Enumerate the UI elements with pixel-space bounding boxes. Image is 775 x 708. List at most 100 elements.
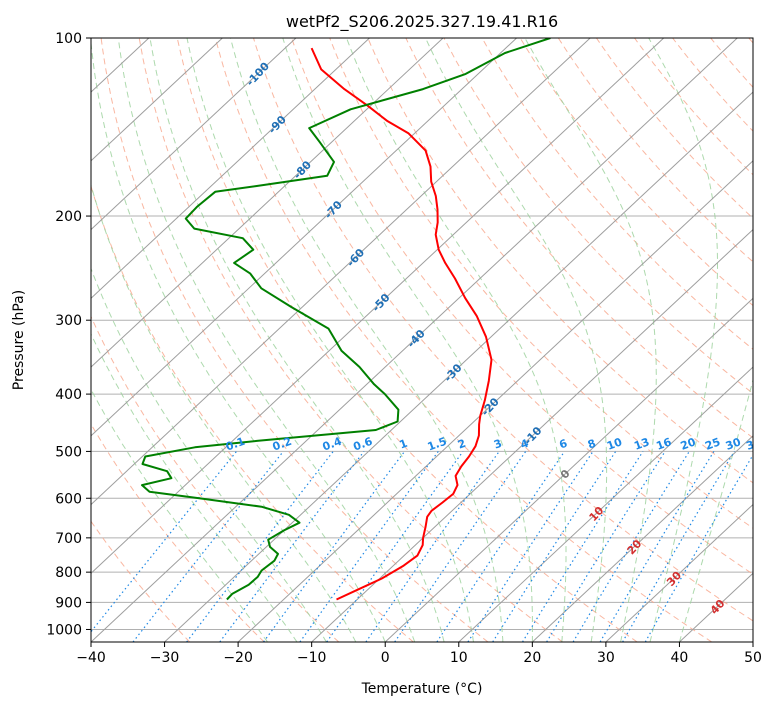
x-axis: −40 −30 −20 −10 0 10 20 30 40 50 <box>76 642 762 666</box>
plot-frame <box>90 37 754 643</box>
moist-adiabat <box>425 38 608 642</box>
mixing-ratio-line <box>219 451 365 642</box>
temperature-line <box>310 47 493 601</box>
mixing-ratio-label: 10 <box>605 435 624 453</box>
mixing-ratio-label: 0.6 <box>351 435 374 454</box>
mixing-ratio-label: 6 <box>557 437 569 452</box>
chart-title: wetPf2_S206.2025.327.19.41.R16 <box>286 12 558 32</box>
mixing-ratio-line <box>436 451 565 642</box>
dry-adiabat <box>443 38 753 395</box>
moist-adiabat <box>91 38 386 642</box>
dry-adiabat <box>329 38 753 529</box>
profile-lines <box>141 38 551 601</box>
x-tick-label: −10 <box>297 650 327 666</box>
y-tick-label: 400 <box>55 387 82 403</box>
isotherm-line <box>91 38 517 437</box>
moist-adiabat <box>282 38 533 642</box>
line-labels: 0.10.20.40.611.52346810131620253036-100-… <box>224 59 764 617</box>
mixing-ratio-line <box>91 451 237 633</box>
mixing-ratio-line <box>572 451 690 642</box>
dry-adiabat <box>214 38 713 642</box>
background-lines <box>91 38 753 642</box>
dewpoint-line <box>141 38 551 601</box>
mixing-ratio-line <box>546 451 666 642</box>
moist-adiabat <box>149 38 445 642</box>
isotherm-line <box>237 160 753 642</box>
moist-adiabat <box>117 38 416 642</box>
y-tick-label: 500 <box>55 444 82 460</box>
mixing-ratio-label: 30 <box>724 435 743 453</box>
moist-adiabat <box>346 38 567 642</box>
mixing-ratio-label: 4 <box>519 437 531 452</box>
mixing-ratio-label: 20 <box>679 435 698 453</box>
x-tick-label: 10 <box>450 650 468 666</box>
mixing-ratio-label: 16 <box>654 435 673 453</box>
mixing-ratio-line <box>132 451 284 642</box>
mixing-ratio-label: 8 <box>586 437 598 452</box>
mixing-ratio-label: 1 <box>398 437 410 452</box>
moist-adiabat <box>648 38 718 642</box>
isotherm-line <box>384 297 753 642</box>
mixing-ratio-label: 0.1 <box>224 435 247 454</box>
isotherm-line <box>91 38 297 231</box>
y-tick-label: 200 <box>55 209 82 225</box>
mixing-ratio-label: 13 <box>632 435 651 452</box>
y-tick-label: 900 <box>55 595 82 611</box>
isotherm-line <box>531 435 753 642</box>
y-axis-label: Pressure (hPa) <box>11 290 27 390</box>
x-tick-label: −20 <box>223 650 253 666</box>
mixing-ratio-line <box>326 451 464 642</box>
x-tick-label: 30 <box>597 650 615 666</box>
moist-adiabat <box>91 388 268 642</box>
mixing-ratio-line <box>492 451 617 642</box>
dry-adiabat <box>291 38 753 575</box>
mixing-ratio-label: 36 <box>745 435 764 453</box>
isotherm-line <box>91 38 591 506</box>
isotherm-line <box>311 228 753 642</box>
mixing-ratio-label: 0.4 <box>321 435 344 454</box>
mixing-ratio-line <box>365 451 500 642</box>
isotherm-line <box>91 38 665 574</box>
mixing-ratio-label: 1.5 <box>426 435 449 454</box>
x-axis-label: Temperature (°C) <box>361 681 483 697</box>
mixing-ratio-label: 3 <box>492 437 504 452</box>
dry-adiabat <box>138 38 563 642</box>
mixing-ratio-line <box>599 451 715 642</box>
x-tick-label: −40 <box>76 650 106 666</box>
isotherm-line <box>91 38 738 642</box>
mixing-ratio-label: 25 <box>703 435 722 452</box>
x-tick-label: 40 <box>671 650 689 666</box>
x-tick-label: 50 <box>744 650 762 666</box>
dry-adiabat <box>519 38 753 307</box>
isotherm-line <box>91 38 444 368</box>
dry-adiabat <box>91 520 191 642</box>
y-tick-label: 700 <box>55 531 82 547</box>
isotherm-line <box>91 38 223 162</box>
mixing-ratio-line <box>521 451 644 642</box>
dry-adiabat <box>557 38 753 263</box>
moist-adiabat <box>186 38 474 642</box>
dry-adiabat <box>176 38 638 642</box>
x-tick-label: 0 <box>381 650 390 666</box>
x-tick-label: 20 <box>523 650 541 666</box>
y-axis: 100 200 300 400 500 600 700 800 900 1000 <box>46 31 91 638</box>
mixing-ratio-line <box>467 451 594 642</box>
dry-adiabat <box>634 38 753 176</box>
dry-adiabat <box>100 38 489 642</box>
y-tick-label: 1000 <box>46 622 82 638</box>
moist-adiabat <box>91 332 298 642</box>
y-tick-label: 600 <box>55 491 82 507</box>
y-tick-label: 800 <box>55 565 82 581</box>
mixing-ratio-line <box>186 451 334 642</box>
isotherm-line <box>91 38 370 299</box>
mixing-ratio-line <box>394 451 527 642</box>
y-tick-label: 300 <box>55 313 82 329</box>
dry-adiabat <box>91 315 340 642</box>
isotherm-line <box>458 366 753 642</box>
dry-adiabat <box>253 38 753 622</box>
dry-adiabat <box>367 38 753 484</box>
isotherm-line <box>605 503 753 642</box>
moist-adiabat <box>678 378 753 642</box>
